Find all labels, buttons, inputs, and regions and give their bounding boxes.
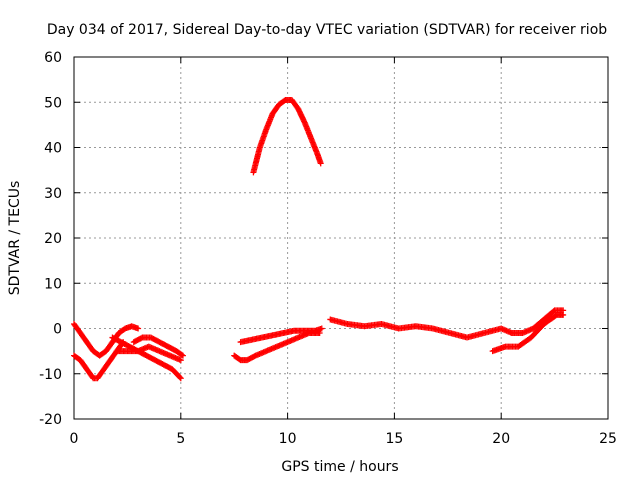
data-point	[318, 325, 325, 332]
x-tick-label: 15	[385, 431, 403, 447]
data-points	[71, 96, 567, 382]
data-point	[177, 357, 184, 364]
y-tick-label: 60	[44, 50, 62, 66]
grid	[74, 57, 608, 419]
y-tick-label: 40	[44, 141, 62, 157]
data-point	[317, 160, 324, 167]
series-arc11	[508, 307, 567, 337]
y-tick-label: 50	[44, 95, 62, 111]
series-arc4	[113, 343, 184, 364]
series-arc2	[71, 339, 127, 382]
x-tick-label: 20	[492, 431, 510, 447]
data-point	[177, 375, 184, 382]
series-arc8	[250, 96, 324, 176]
axis-ticks	[73, 56, 609, 420]
y-tick-label: -10	[39, 367, 62, 383]
x-axis-label: GPS time / hours	[281, 459, 398, 475]
data-point	[560, 307, 567, 314]
y-tick-label: 30	[44, 186, 62, 202]
x-tick-label: 25	[599, 431, 617, 447]
series-arc5	[130, 334, 186, 359]
y-axis-label: SDTVAR / TECUs	[7, 181, 23, 296]
y-tick-labels: 60 50 40 30 20 10 0 -10 -20	[39, 50, 62, 428]
series-arc7	[237, 325, 325, 346]
chart-title: Day 034 of 2017, Sidereal Day-to-day VTE…	[47, 22, 607, 38]
data-point	[178, 351, 185, 358]
data-point	[135, 325, 142, 332]
y-tick-label: -20	[39, 412, 62, 428]
y-tick-label: 20	[44, 231, 62, 247]
series-arc9	[327, 316, 515, 341]
x-tick-label: 0	[70, 431, 79, 447]
x-tick-label: 10	[279, 431, 297, 447]
data-point	[179, 352, 186, 359]
y-tick-label: 10	[44, 276, 62, 292]
x-tick-labels: 0 5 10 15 20 25	[70, 431, 617, 447]
x-tick-label: 5	[176, 431, 185, 447]
y-tick-label: 0	[53, 322, 62, 338]
data-point	[176, 374, 183, 381]
